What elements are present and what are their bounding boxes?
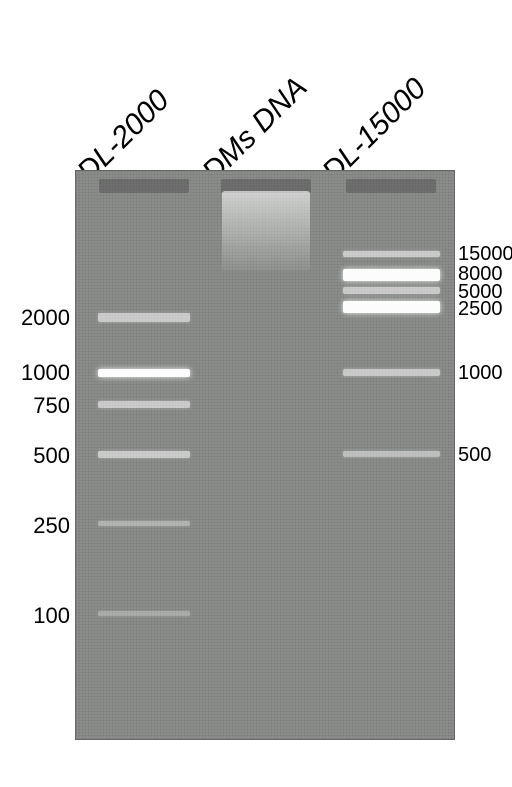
size-label-left-2000: 2000 <box>10 305 70 331</box>
band-dl2000-250 <box>98 521 190 526</box>
size-label-left-500: 500 <box>10 443 70 469</box>
size-label-left-100: 100 <box>10 603 70 629</box>
size-label-left-750: 750 <box>10 393 70 419</box>
size-label-left-1000: 1000 <box>10 360 70 386</box>
band-dl15000-8000 <box>343 269 440 281</box>
band-dl2000-750 <box>98 401 190 408</box>
band-dl15000-1000 <box>343 369 440 376</box>
band-dl15000-500 <box>343 451 440 457</box>
band-dl2000-500 <box>98 451 190 458</box>
size-label-left-250: 250 <box>10 513 70 539</box>
well-lane3 <box>346 179 436 193</box>
size-label-right-1000: 1000 <box>458 362 512 385</box>
size-label-right-500: 500 <box>458 444 512 467</box>
band-dl15000-15000 <box>343 251 440 257</box>
gel-area <box>75 170 455 740</box>
band-dl2000-2000 <box>98 313 190 322</box>
size-label-right-2500: 2500 <box>458 298 512 321</box>
band-dl2000-100 <box>98 611 190 616</box>
band-dl2000-1000 <box>98 369 190 377</box>
band-dl15000-5000 <box>343 287 440 294</box>
well-lane1 <box>99 179 189 193</box>
dms-dna-smear <box>222 191 310 271</box>
band-dl15000-2500 <box>343 301 440 313</box>
gel-figure: DL-2000 DMs DNA DL-15000 2000 1000 750 5… <box>0 0 512 787</box>
